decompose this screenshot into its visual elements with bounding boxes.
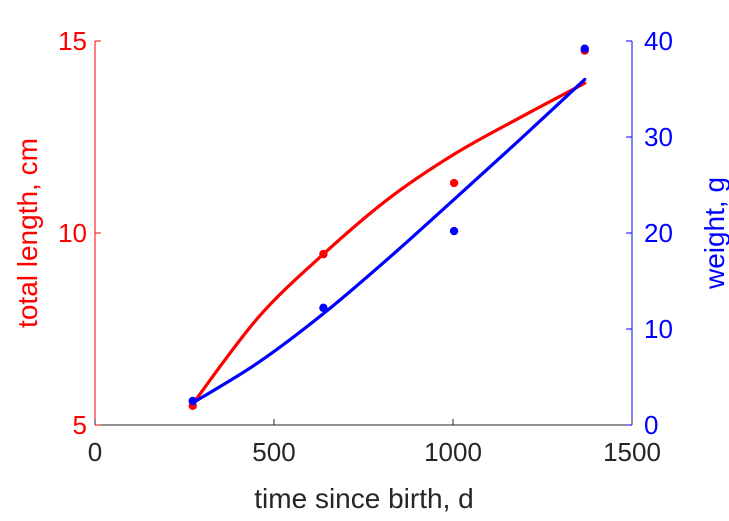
length-data-point — [319, 249, 328, 259]
y-right-tick-label: 20 — [644, 218, 673, 248]
length-data-point — [449, 178, 459, 188]
x-axis-label: time since birth, d — [254, 483, 473, 514]
weight-data-point — [580, 44, 589, 53]
y-right-tick-label: 40 — [644, 26, 673, 56]
y-axis-left-label: total length, cm — [12, 138, 43, 328]
y-axis-right-label: weight, g — [699, 177, 729, 290]
y-right-tick-label: 30 — [644, 122, 673, 152]
weight-data-point — [319, 303, 328, 313]
y-left-tick-label: 10 — [58, 218, 87, 248]
x-tick-label: 0 — [88, 437, 102, 467]
weight-fit-line — [191, 77, 587, 405]
weight-data-point — [188, 396, 197, 406]
y-left-tick-label: 5 — [73, 410, 87, 440]
x-tick-label: 500 — [252, 437, 295, 467]
x-tick-label: 1500 — [603, 437, 661, 467]
length-fit-line — [191, 81, 587, 406]
y-right-tick-label: 10 — [644, 314, 673, 344]
y-left-tick-label: 15 — [58, 26, 87, 56]
x-tick-label: 1000 — [424, 437, 482, 467]
weight-data-point — [449, 226, 459, 236]
y-right-tick-label: 0 — [644, 410, 658, 440]
